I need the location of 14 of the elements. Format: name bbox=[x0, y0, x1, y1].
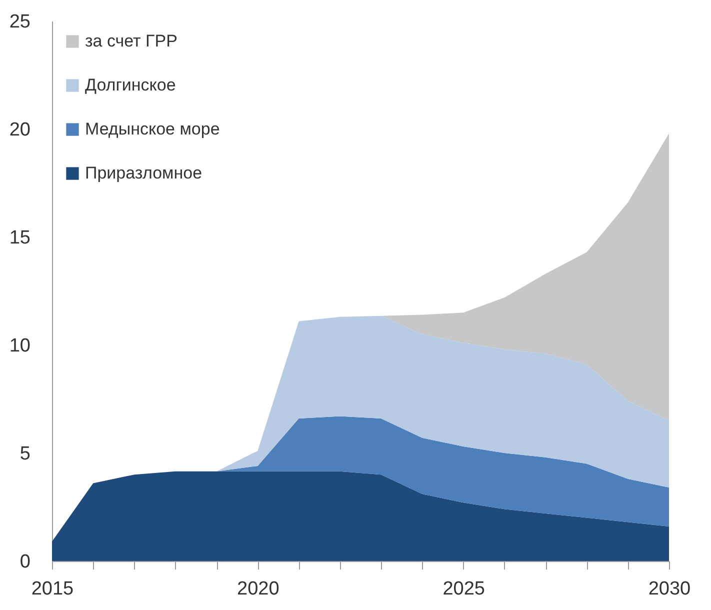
legend-label: за счет ГРР bbox=[85, 32, 178, 50]
y-tick-label: 5 bbox=[20, 444, 30, 464]
legend-label: Приразломное bbox=[85, 164, 202, 182]
y-tick-label: 10 bbox=[9, 336, 30, 356]
x-tick-label: 2030 bbox=[648, 578, 691, 600]
x-tick-label: 2015 bbox=[31, 578, 74, 600]
y-tick-label: 25 bbox=[9, 12, 30, 32]
legend-label: Долгинское bbox=[85, 76, 176, 94]
x-tick-label: 2025 bbox=[442, 578, 485, 600]
y-tick-label: 15 bbox=[9, 228, 30, 248]
y-tick-label: 20 bbox=[9, 120, 30, 140]
legend-label: Медынское море bbox=[85, 120, 220, 138]
y-tick-label: 0 bbox=[20, 552, 30, 572]
x-tick-label: 2020 bbox=[237, 578, 280, 600]
